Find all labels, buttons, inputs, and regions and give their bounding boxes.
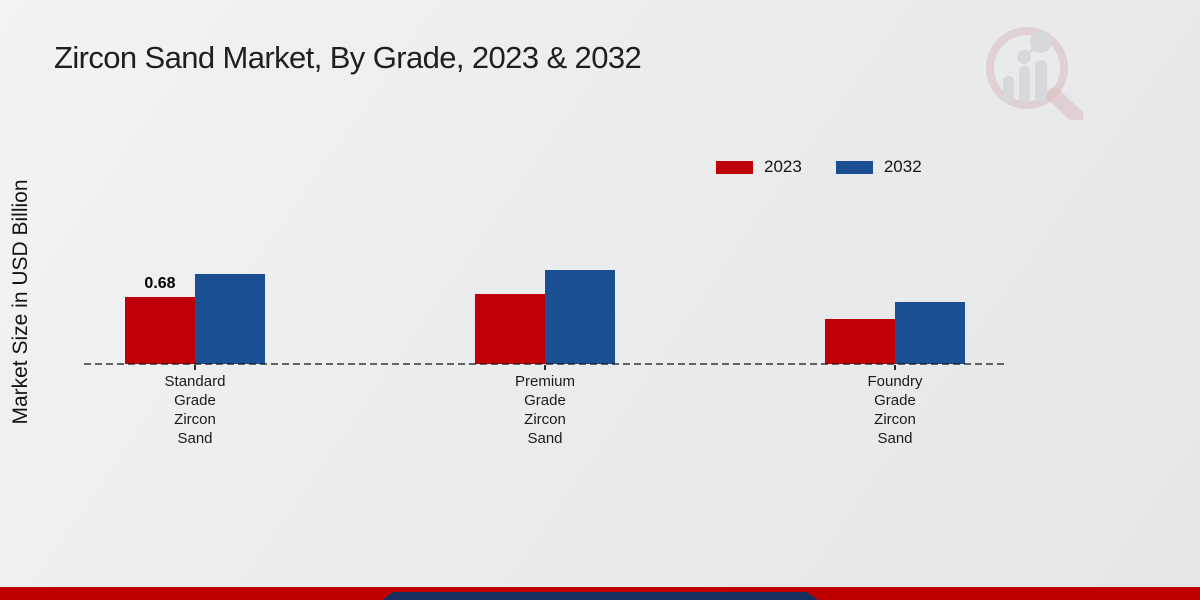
x-axis-category-label: Premium Grade Zircon Sand: [514, 373, 575, 447]
footer-navy-trapezoid: [382, 592, 818, 600]
bar-2023-foundry-grade-zircon-sand: [825, 319, 895, 364]
bar-2032-premium-grade-zircon-sand: [545, 270, 615, 364]
legend-swatch-icon: [716, 160, 753, 174]
bar-2032-standard-grade-zircon-sand: [195, 274, 265, 364]
bar-value-label: 0.68: [144, 275, 176, 292]
x-axis-tick: [894, 365, 896, 370]
x-axis-tick: [544, 365, 546, 370]
x-axis-category-label: Standard Grade Zircon Sand: [164, 373, 226, 447]
x-axis-dashed-line: [84, 363, 1004, 365]
magnifier-bar-chart-watermark-icon: [986, 27, 1084, 120]
chart-title: Zircon Sand Market, By Grade, 2023 & 203…: [54, 40, 642, 75]
legend-swatch-icon: [835, 160, 873, 174]
legend-label: 2023: [764, 157, 802, 176]
legend-item-2032: 2032: [835, 157, 922, 177]
legend-item-2023: 2023: [716, 157, 802, 177]
legend: 2023 2032: [716, 157, 922, 177]
bar-2032-foundry-grade-zircon-sand: [895, 302, 965, 364]
bar-2023-standard-grade-zircon-sand: [125, 297, 195, 364]
legend-label: 2032: [883, 157, 922, 176]
x-axis-tick: [194, 365, 196, 370]
x-axis-category-label: Foundry Grade Zircon Sand: [867, 373, 923, 447]
bar-2023-premium-grade-zircon-sand: [475, 294, 545, 364]
